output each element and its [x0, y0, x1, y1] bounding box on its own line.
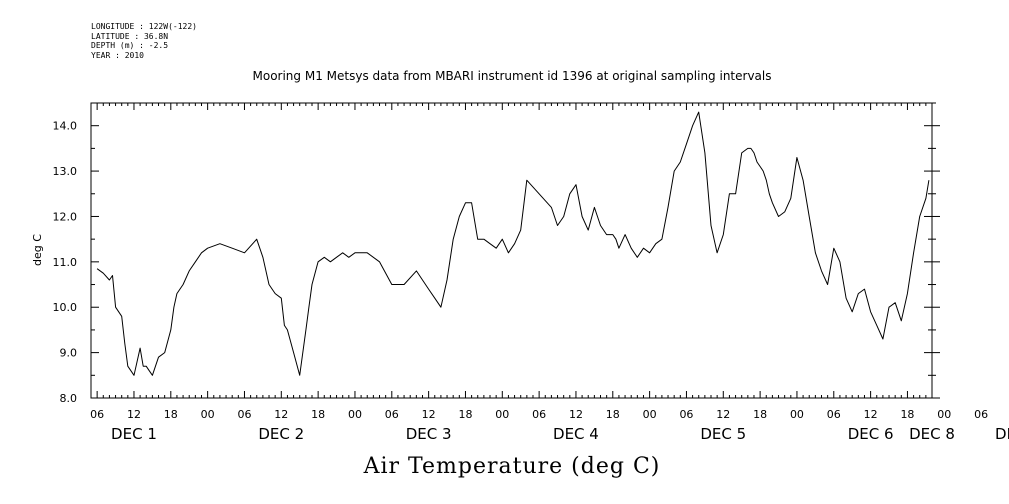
x-tick-label: 18 [164, 408, 178, 421]
axis-ticks [90, 102, 940, 399]
x-tick-label: 12 [864, 408, 878, 421]
y-tick-label: 8.0 [60, 392, 78, 405]
axis-tick-labels: 06 12 18 00 06 12 18 00 06 12 18 00 06 12 18 00 06 12 18 00… [53, 120, 1009, 443]
y-tick-label: 12.0 [53, 210, 78, 223]
chart-title: Mooring M1 Metsys data from MBARI instru… [252, 69, 772, 83]
x-tick-label: 06 [974, 408, 988, 421]
x-tick-label: 12 [127, 408, 141, 421]
y-axis-label: deg C [31, 234, 44, 266]
x-tick-label: 00 [643, 408, 657, 421]
x-axis-title: Air Temperature (deg C) [363, 454, 661, 479]
depth-text: DEPTH (m) : -2.5 [91, 41, 169, 50]
y-tick-label: 9.0 [60, 347, 78, 360]
x-tick-label: 12 [274, 408, 288, 421]
x-tick-label: 00 [495, 408, 509, 421]
y-tick-label: 14.0 [53, 120, 78, 133]
x-tick-label: 00 [937, 408, 951, 421]
x-tick-label: 18 [753, 408, 767, 421]
x-day-label: DEC 5 [700, 425, 746, 443]
location-metadata: LONGITUDE : 122W(-122) LATITUDE : 36.8N … [91, 22, 197, 60]
x-tick-label: 06 [237, 408, 251, 421]
x-tick-label: 18 [900, 408, 914, 421]
x-tick-label: 06 [385, 408, 399, 421]
y-tick-label: 10.0 [53, 301, 78, 314]
latitude-text: LATITUDE : 36.8N [91, 31, 169, 41]
x-day-label: DEC 4 [553, 425, 599, 443]
series-line [96, 111, 930, 376]
x-day-label: DEC 6 [848, 425, 894, 443]
x-tick-label: 12 [716, 408, 730, 421]
year-text: YEAR : 2010 [91, 50, 144, 60]
x-tick-label: 12 [422, 408, 436, 421]
x-day-label: DEC 3 [406, 425, 452, 443]
x-tick-label: 06 [679, 408, 693, 421]
x-tick-label: 18 [311, 408, 325, 421]
x-tick-label: 12 [569, 408, 583, 421]
x-day-label: DEC 8 [909, 425, 955, 443]
x-tick-label: 18 [606, 408, 620, 421]
x-tick-label: 18 [458, 408, 472, 421]
x-day-label: DEC 2 [258, 425, 304, 443]
x-tick-label: 00 [790, 408, 804, 421]
y-tick-label: 13.0 [53, 165, 78, 178]
longitude-text: LONGITUDE : 122W(-122) [91, 22, 197, 31]
x-day-label: DEC 1 [111, 425, 157, 443]
x-tick-label: 06 [532, 408, 546, 421]
y-tick-label: 11.0 [53, 256, 78, 269]
x-tick-label: 00 [201, 408, 215, 421]
x-tick-label: 00 [348, 408, 362, 421]
plot-frame [90, 102, 933, 399]
x-tick-label: 06 [90, 408, 104, 421]
x-tick-label: 06 [827, 408, 841, 421]
x-day-label: DEC 7 [995, 425, 1009, 443]
